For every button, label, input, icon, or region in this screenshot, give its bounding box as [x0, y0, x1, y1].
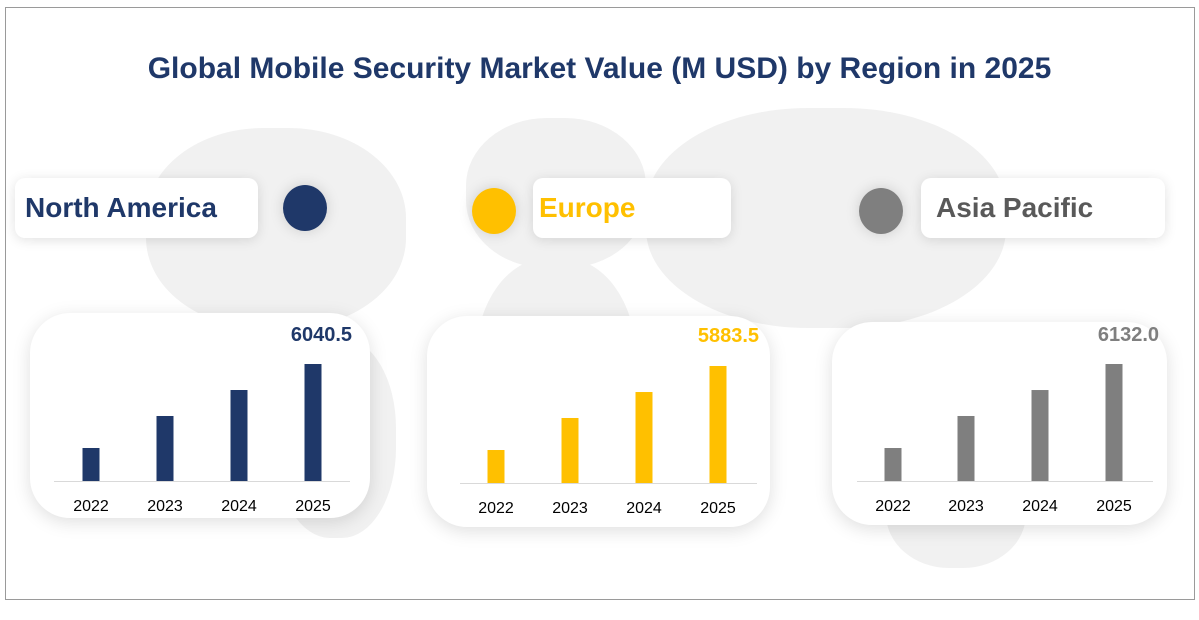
bar-2022 — [884, 448, 902, 481]
region-label-asia-pacific: Asia Pacific — [921, 178, 1165, 238]
x-tick-label: 2024 — [626, 500, 662, 517]
bar-2023 — [561, 417, 579, 483]
bar-2025 — [709, 366, 727, 483]
chart-card-europe: 2022 2023 2024 2025 5883.5 — [427, 316, 770, 527]
x-tick-label: 2024 — [1022, 498, 1058, 515]
bar-2024 — [230, 390, 248, 481]
x-tick-label: 2022 — [478, 500, 514, 517]
chart-card-north-america: 2022 2023 2024 2025 6040.5 — [30, 313, 370, 518]
data-label-2025: 6040.5 — [291, 324, 352, 346]
x-tick-label: 2023 — [552, 500, 588, 517]
x-tick-label: 2023 — [948, 498, 984, 515]
legend-dot-north-america — [283, 185, 327, 231]
x-tick-label: 2025 — [1096, 498, 1132, 515]
bar-chart-europe: 2022 2023 2024 2025 5883.5 — [460, 325, 759, 517]
bar-chart-north-america: 2022 2023 2024 2025 6040.5 — [54, 324, 352, 515]
bar-2022 — [487, 450, 505, 483]
chart-card-asia-pacific: 2022 2023 2024 2025 6132.0 — [832, 322, 1167, 525]
region-label-north-america: North America — [15, 178, 258, 238]
data-label-2025: 5883.5 — [698, 325, 759, 347]
x-tick-label: 2025 — [295, 498, 331, 515]
x-tick-label: 2022 — [875, 498, 911, 515]
chart-title: Global Mobile Security Market Value (M U… — [147, 52, 1052, 85]
bar-2025 — [304, 364, 322, 481]
bar-2025 — [1105, 364, 1123, 481]
x-tick-label: 2022 — [73, 498, 109, 515]
legend-dot-europe — [472, 188, 516, 234]
bar-2022 — [82, 447, 100, 481]
data-label-2025: 6132.0 — [1098, 324, 1159, 346]
bar-2023 — [156, 415, 174, 481]
bar-2024 — [635, 392, 653, 483]
region-label-europe: Europe — [533, 178, 731, 238]
legend-dot-asia-pacific — [859, 188, 903, 234]
x-tick-label: 2023 — [147, 498, 183, 515]
x-tick-label: 2024 — [221, 498, 257, 515]
x-tick-label: 2025 — [700, 500, 736, 517]
bar-chart-asia-pacific: 2022 2023 2024 2025 6132.0 — [857, 324, 1159, 515]
bar-2024 — [1031, 390, 1049, 481]
bar-2023 — [957, 415, 975, 481]
